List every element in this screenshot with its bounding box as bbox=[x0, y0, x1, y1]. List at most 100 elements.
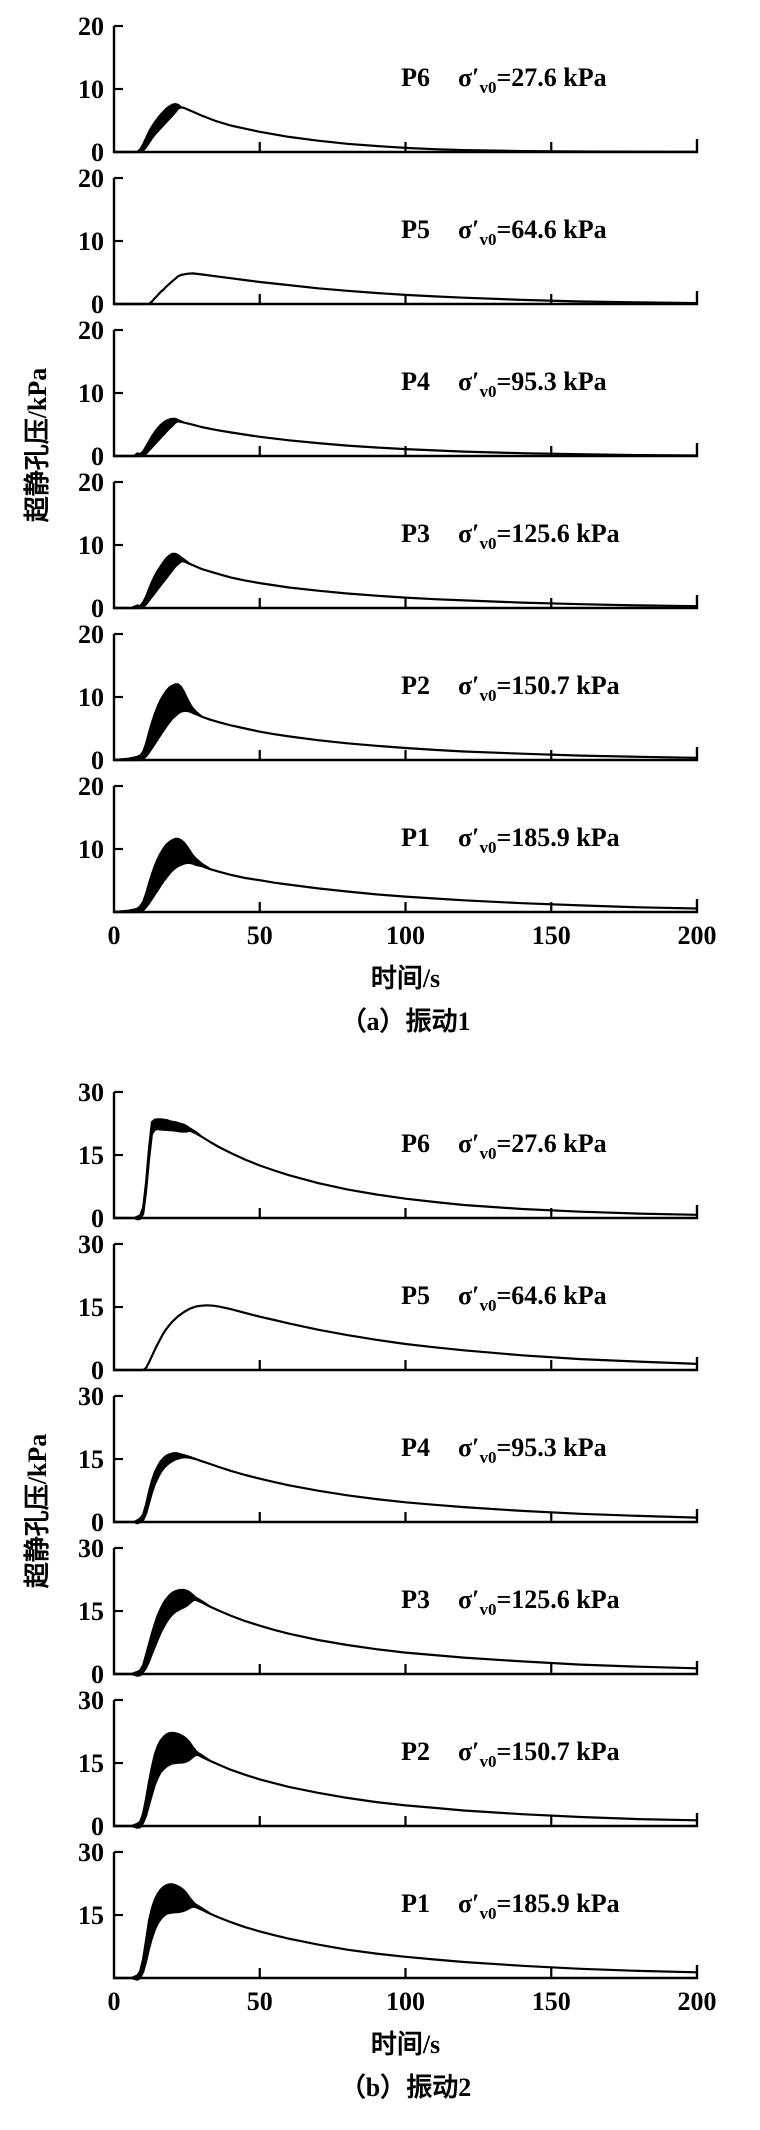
pressure-curve-P4 bbox=[112, 417, 699, 458]
x-tick-label: 150 bbox=[532, 921, 571, 950]
pressure-curve-P3 bbox=[112, 1588, 699, 1677]
y-tick-label: 0 bbox=[91, 290, 104, 316]
y-tick-label: 10 bbox=[78, 683, 104, 712]
y-tick-label: 10 bbox=[78, 835, 104, 864]
probe-label: P4 bbox=[401, 367, 430, 396]
probe-label: P4 bbox=[401, 1433, 430, 1462]
stress-label: σ′v0=185.9 kPa bbox=[458, 1889, 620, 1923]
y-axis-title-b: 超静孔压/kPa bbox=[23, 1433, 52, 1589]
y-tick-label: 30 bbox=[78, 1838, 104, 1867]
y-tick-label: 30 bbox=[78, 1686, 104, 1715]
stress-label: σ′v0=125.6 kPa bbox=[458, 519, 620, 553]
y-tick-label: 0 bbox=[91, 1508, 104, 1534]
stress-label: σ′v0=125.6 kPa bbox=[458, 1585, 620, 1619]
x-tick-label: 100 bbox=[386, 921, 425, 950]
y-tick-label: 15 bbox=[78, 1749, 104, 1778]
pressure-curve-P2 bbox=[112, 683, 699, 762]
subplot-a-P5: 20 10 0 P5 σ′v0=64.6 kPa bbox=[78, 164, 699, 316]
x-axis-title-a: 时间/s bbox=[370, 964, 441, 993]
y-tick-label: 0 bbox=[91, 138, 104, 164]
y-tick-label: 30 bbox=[78, 1078, 104, 1107]
x-tick-label: 150 bbox=[532, 1987, 571, 2016]
probe-label: P3 bbox=[401, 519, 430, 548]
probe-label: P5 bbox=[401, 1281, 430, 1310]
stress-label: σ′v0=27.6 kPa bbox=[458, 1129, 607, 1163]
probe-label: P2 bbox=[401, 1737, 430, 1766]
y-tick-label: 10 bbox=[78, 75, 104, 104]
y-tick-label: 20 bbox=[78, 468, 104, 497]
y-tick-label: 10 bbox=[78, 379, 104, 408]
y-tick-label: 0 bbox=[91, 1356, 104, 1382]
y-tick-label: 0 bbox=[91, 594, 104, 620]
pressure-curve-P5 bbox=[112, 1304, 699, 1372]
pressure-curve-P1 bbox=[112, 837, 699, 914]
y-tick-label: 15 bbox=[78, 1445, 104, 1474]
probe-label: P2 bbox=[401, 671, 430, 700]
stress-label: σ′v0=64.6 kPa bbox=[458, 215, 607, 249]
panel-a-caption: （a）振动1 bbox=[340, 1007, 471, 1036]
subplot-b-P6: 30 15 0 P6 σ′v0=27.6 kPa bbox=[78, 1078, 699, 1230]
probe-label: P6 bbox=[401, 1129, 430, 1158]
pressure-curve-P5 bbox=[112, 272, 699, 306]
subplot-b-P2: 30 15 0 P2 σ′v0=150.7 kPa bbox=[78, 1686, 699, 1838]
y-tick-label: 0 bbox=[91, 746, 104, 772]
subplot-a-P3: 20 10 0 P3 σ′v0=125.6 kPa bbox=[78, 468, 699, 620]
y-tick-label: 0 bbox=[91, 1660, 104, 1686]
panel-a: 超静孔压/kPa 20 10 0 P6 σ′v0=27.6 kPa 20 10 0 P5 σ′v0… bbox=[0, 0, 760, 1040]
y-tick-label: 20 bbox=[78, 164, 104, 193]
y-tick-label: 0 bbox=[91, 1204, 104, 1230]
y-tick-label: 10 bbox=[78, 531, 104, 560]
probe-label: P1 bbox=[401, 1889, 430, 1918]
y-tick-label: 0 bbox=[91, 1812, 104, 1838]
y-tick-label: 15 bbox=[78, 1597, 104, 1626]
x-tick-label: 200 bbox=[678, 921, 717, 950]
y-tick-label: 0 bbox=[91, 442, 104, 468]
pressure-curve-P4 bbox=[112, 1452, 699, 1525]
x-tick-label: 50 bbox=[247, 1987, 273, 2016]
pressure-curve-P6 bbox=[112, 1118, 699, 1221]
y-tick-label: 15 bbox=[78, 1293, 104, 1322]
probe-label: P6 bbox=[401, 63, 430, 92]
subplot-b-P5: 30 15 0 P5 σ′v0=64.6 kPa bbox=[78, 1230, 699, 1382]
y-tick-label: 20 bbox=[78, 316, 104, 345]
stress-label: σ′v0=185.9 kPa bbox=[458, 823, 620, 857]
x-tick-label: 100 bbox=[386, 1987, 425, 2016]
pressure-curve-P3 bbox=[112, 552, 699, 610]
stress-label: σ′v0=150.7 kPa bbox=[458, 671, 620, 705]
stress-label: σ′v0=95.3 kPa bbox=[458, 367, 607, 401]
x-tick-label: 0 bbox=[108, 921, 121, 950]
subplot-b-P4: 30 15 0 P4 σ′v0=95.3 kPa bbox=[78, 1382, 699, 1534]
y-tick-label: 30 bbox=[78, 1230, 104, 1259]
y-tick-label: 20 bbox=[78, 772, 104, 801]
y-tick-label: 20 bbox=[78, 12, 104, 41]
stress-label: σ′v0=27.6 kPa bbox=[458, 63, 607, 97]
y-tick-label: 15 bbox=[78, 1141, 104, 1170]
x-tick-label: 200 bbox=[678, 1987, 717, 2016]
pressure-curve-P1 bbox=[112, 1883, 699, 1981]
pressure-curve-P2 bbox=[112, 1731, 699, 1829]
subplot-a-P6: 20 10 0 P6 σ′v0=27.6 kPa bbox=[78, 12, 699, 164]
stress-label: σ′v0=95.3 kPa bbox=[458, 1433, 607, 1467]
probe-label: P5 bbox=[401, 215, 430, 244]
panel-b-caption: （b）振动2 bbox=[339, 2073, 472, 2102]
stress-label: σ′v0=64.6 kPa bbox=[458, 1281, 607, 1315]
y-tick-label: 10 bbox=[78, 227, 104, 256]
y-axis-title-a: 超静孔压/kPa bbox=[23, 367, 52, 523]
subplots-panel-a: 20 10 0 P6 σ′v0=27.6 kPa 20 10 0 P5 σ′v0=64.6 kPa… bbox=[0, 12, 760, 962]
panel-b: 超静孔压/kPa 30 15 0 P6 σ′v0=27.6 kPa 30 15 0 P5 σ′v0… bbox=[0, 1066, 760, 2106]
probe-label: P3 bbox=[401, 1585, 430, 1614]
y-tick-label: 30 bbox=[78, 1382, 104, 1411]
y-tick-label: 30 bbox=[78, 1534, 104, 1563]
subplot-a-P4: 20 10 0 P4 σ′v0=95.3 kPa bbox=[78, 316, 699, 468]
y-tick-label: 20 bbox=[78, 620, 104, 649]
subplots-panel-b: 30 15 0 P6 σ′v0=27.6 kPa 30 15 0 P5 σ′v0=64.6 kPa… bbox=[0, 1078, 760, 2028]
x-axis-title-b: 时间/s bbox=[370, 2030, 441, 2059]
subplot-a-P2: 20 10 0 P2 σ′v0=150.7 kPa bbox=[78, 620, 699, 772]
subplot-b-P3: 30 15 0 P3 σ′v0=125.6 kPa bbox=[78, 1534, 699, 1686]
x-tick-label: 0 bbox=[108, 1987, 121, 2016]
y-tick-label: 15 bbox=[78, 1901, 104, 1930]
probe-label: P1 bbox=[401, 823, 430, 852]
